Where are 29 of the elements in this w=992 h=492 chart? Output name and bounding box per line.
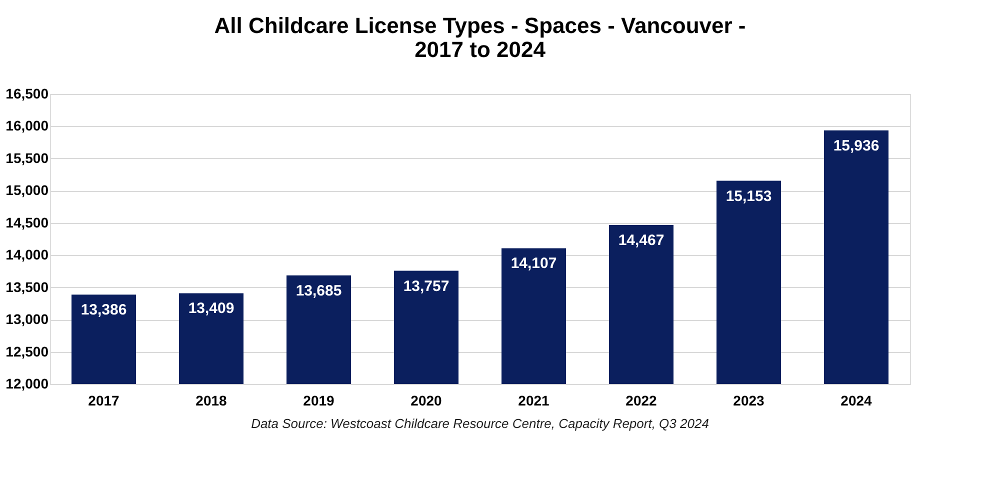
data-label: 13,757 (403, 278, 450, 295)
data-label: 13,386 (80, 302, 127, 319)
y-tick-label: 12,000 (6, 376, 49, 392)
y-tick-label: 14,000 (6, 246, 49, 263)
x-tick-label: 2017 (88, 392, 120, 408)
data-label: 15,936 (833, 137, 880, 154)
x-tick-label: 2019 (303, 392, 335, 408)
x-tick-label: 2018 (196, 392, 228, 408)
data-label: 13,409 (188, 300, 234, 318)
x-tick-label: 2022 (626, 392, 658, 408)
data-label: 15,153 (726, 188, 772, 205)
x-tick-label: 2021 (518, 392, 550, 408)
source-note: Data Source: Westcoast Childcare Resource Centre, Capacity Report, Q3 2024 (251, 416, 709, 431)
text: 2017 to 2024 (414, 37, 546, 62)
y-tick-label: 15,000 (6, 182, 49, 198)
y-tick-label: 12,500 (6, 343, 49, 360)
x-tick-label: 2020 (410, 392, 442, 408)
y-tick-label: 16,000 (6, 118, 49, 134)
y-tick-label: 13,000 (6, 311, 49, 328)
text: All Childcare License Types - Spaces - Vancouver - (214, 13, 746, 38)
x-tick-label: 2024 (840, 392, 872, 408)
y-tick-label: 14,500 (6, 214, 49, 230)
y-tick-label: 16,500 (6, 86, 49, 102)
data-label: 14,467 (618, 232, 664, 250)
y-tick-label: 13,500 (6, 278, 49, 295)
data-label: 14,107 (510, 255, 557, 272)
y-tick-label: 15,500 (6, 150, 49, 166)
x-tick-label: 2023 (733, 392, 765, 408)
data-label: 13,685 (296, 282, 342, 300)
